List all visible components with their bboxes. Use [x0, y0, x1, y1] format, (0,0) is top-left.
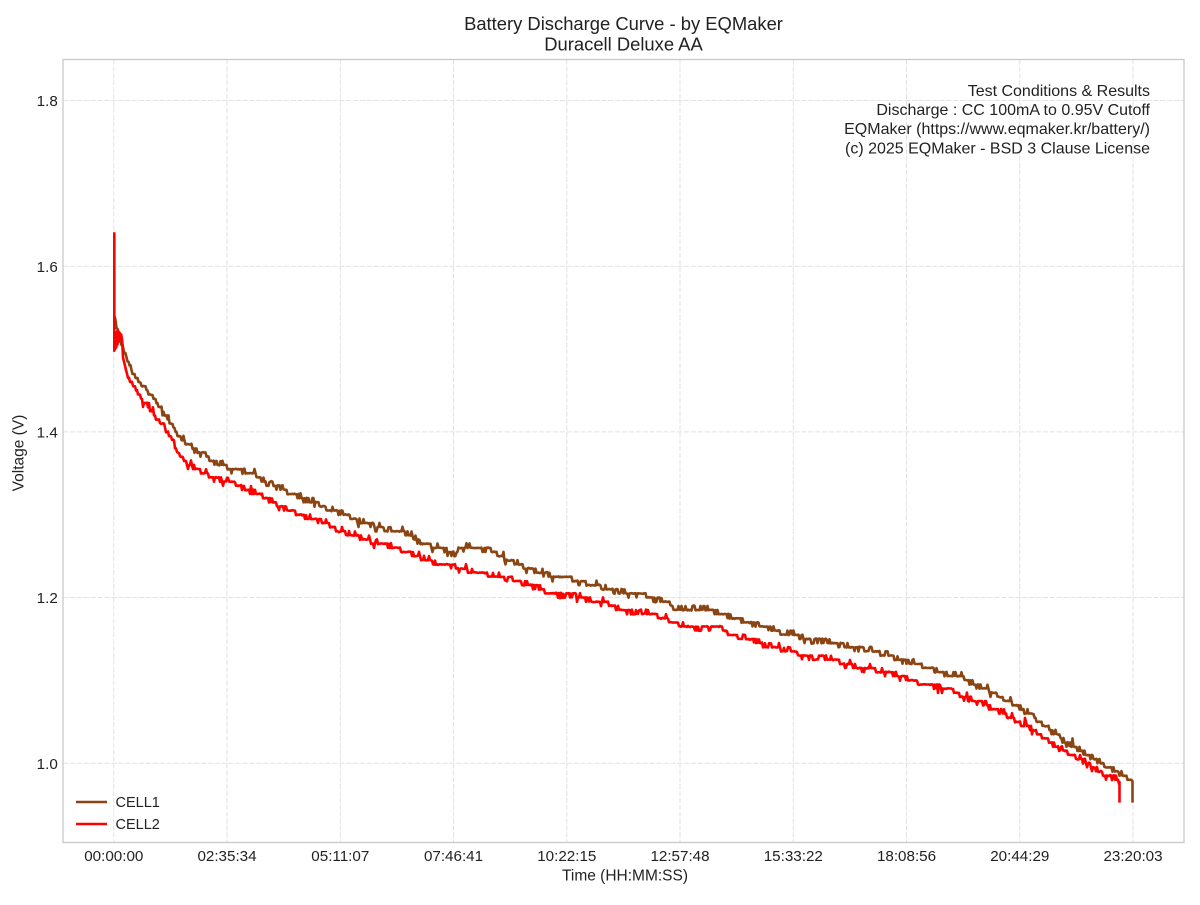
- svg-text:00:00:00: 00:00:00: [84, 848, 143, 865]
- svg-text:18:08:56: 18:08:56: [877, 848, 936, 865]
- svg-text:CELL1: CELL1: [116, 795, 160, 811]
- svg-text:15:33:22: 15:33:22: [764, 848, 823, 865]
- svg-text:1.2: 1.2: [37, 590, 58, 607]
- svg-text:Battery Discharge Curve - by E: Battery Discharge Curve - by EQMaker: [464, 13, 783, 34]
- svg-text:02:35:34: 02:35:34: [197, 848, 256, 865]
- svg-text:20:44:29: 20:44:29: [990, 848, 1049, 865]
- svg-text:10:22:15: 10:22:15: [537, 848, 596, 865]
- svg-text:23:20:03: 23:20:03: [1103, 848, 1162, 865]
- svg-text:(c) 2025 EQMaker - BSD 3 Claus: (c) 2025 EQMaker - BSD 3 Clause License: [845, 140, 1150, 157]
- svg-text:Test Conditions & Results: Test Conditions & Results: [968, 83, 1150, 100]
- svg-text:EQMaker (https://www.eqmaker.k: EQMaker (https://www.eqmaker.kr/battery/…: [844, 121, 1150, 138]
- svg-text:1.4: 1.4: [37, 425, 58, 442]
- svg-text:1.6: 1.6: [37, 259, 58, 276]
- svg-text:05:11:07: 05:11:07: [311, 848, 369, 865]
- svg-text:1.8: 1.8: [37, 93, 58, 110]
- svg-text:Duracell Deluxe AA: Duracell Deluxe AA: [544, 34, 703, 55]
- svg-text:Discharge : CC 100mA to 0.95V: Discharge : CC 100mA to 0.95V Cutoff: [876, 102, 1150, 119]
- svg-text:1.0: 1.0: [37, 756, 58, 773]
- svg-text:Time (HH:MM:SS): Time (HH:MM:SS): [562, 868, 688, 885]
- svg-text:07:46:41: 07:46:41: [424, 848, 483, 865]
- svg-text:CELL2: CELL2: [116, 817, 160, 833]
- svg-text:Voltage (V): Voltage (V): [11, 415, 28, 492]
- svg-text:12:57:48: 12:57:48: [650, 848, 709, 865]
